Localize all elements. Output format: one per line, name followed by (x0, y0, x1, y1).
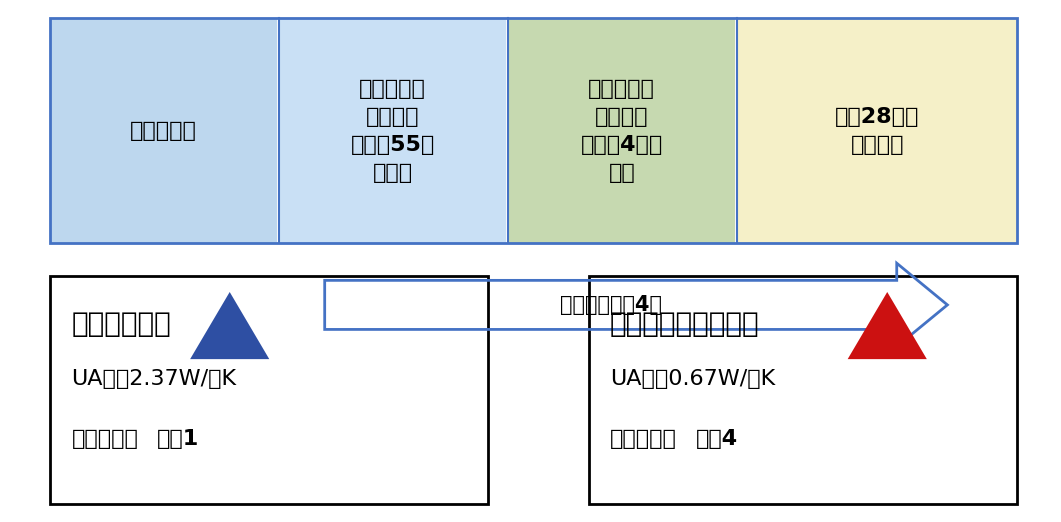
Text: 等級1: 等級1 (157, 429, 199, 449)
FancyBboxPatch shape (279, 18, 506, 243)
Text: 新省エネル
ギー基準
（平成4年基
準）: 新省エネル ギー基準 （平成4年基 準） (580, 79, 663, 183)
FancyBboxPatch shape (508, 18, 735, 243)
Polygon shape (848, 292, 927, 359)
Text: 旧省エネル
ギー基準
（昭和55年
基準）: 旧省エネル ギー基準 （昭和55年 基準） (350, 79, 435, 183)
FancyBboxPatch shape (737, 18, 1017, 243)
Text: 最低等級の: 最低等級の (71, 429, 138, 449)
FancyBboxPatch shape (50, 18, 277, 243)
Text: 等級4: 等級4 (696, 429, 737, 449)
Text: 平成28年省
エネ基準: 平成28年省 エネ基準 (835, 106, 920, 155)
Text: UA値：2.37W/㎡K: UA値：2.37W/㎡K (71, 370, 237, 389)
Text: 最高等級の: 最高等級の (610, 429, 677, 449)
FancyBboxPatch shape (50, 277, 488, 504)
FancyBboxPatch shape (589, 277, 1017, 504)
Text: 今のお住まい: 今のお住まい (71, 310, 171, 338)
Text: 想定リフォーム仕様: 想定リフォーム仕様 (610, 310, 760, 338)
Text: UA値：0.67W/㎡K: UA値：0.67W/㎡K (610, 370, 775, 389)
Text: 断熱性能が約4倍: 断熱性能が約4倍 (560, 295, 662, 315)
Polygon shape (190, 292, 269, 359)
Text: 無断熱時代: 無断熱時代 (131, 121, 197, 140)
